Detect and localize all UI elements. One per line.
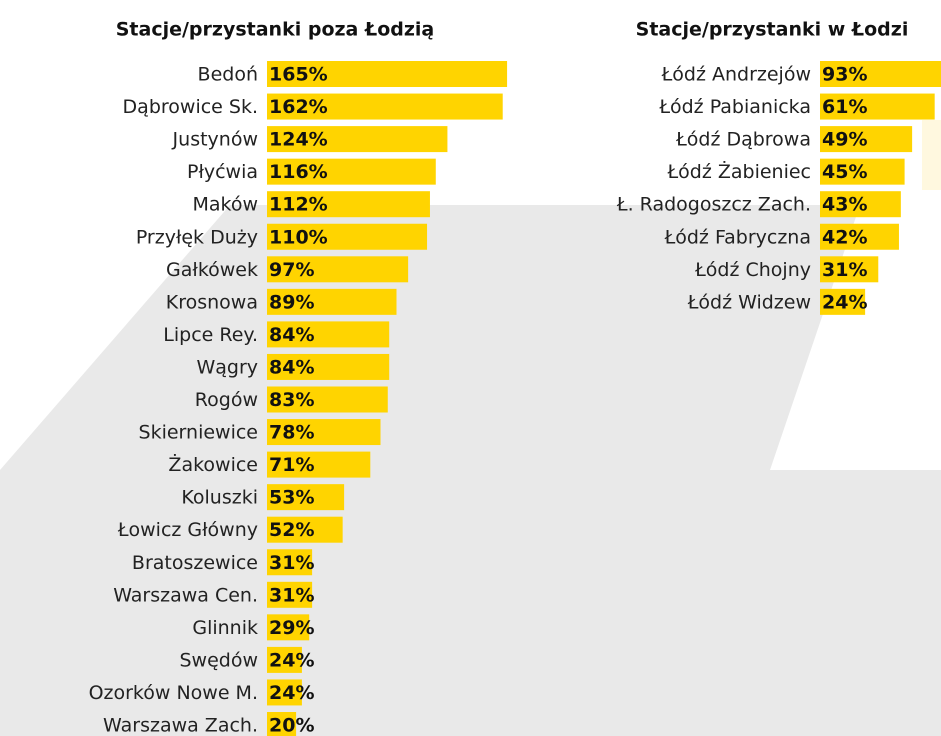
- value-label: 49%: [822, 129, 867, 151]
- value-label: 112%: [269, 194, 328, 216]
- value-label: 97%: [269, 259, 314, 281]
- value-label: 31%: [822, 259, 867, 281]
- value-label: 42%: [822, 226, 867, 248]
- bar: [267, 93, 503, 120]
- category-label: Dąbrowice Sk.: [123, 96, 258, 118]
- category-label: Łódź Chojny: [694, 259, 811, 281]
- value-label: 116%: [269, 161, 328, 183]
- value-label: 78%: [269, 422, 314, 444]
- category-label: Bratoszewice: [132, 552, 258, 574]
- bar: [267, 614, 310, 641]
- category-label: Lipce Rey.: [163, 324, 258, 346]
- bar: [820, 288, 866, 315]
- bar: [267, 126, 448, 153]
- bar: [820, 158, 905, 185]
- value-label: 52%: [269, 519, 314, 541]
- value-label: 162%: [269, 96, 328, 118]
- bar: [820, 256, 879, 283]
- value-label: 53%: [269, 487, 314, 509]
- bar: [267, 288, 397, 315]
- value-label: 89%: [269, 291, 314, 313]
- value-label: 43%: [822, 194, 867, 216]
- bar: [820, 93, 935, 120]
- bar: [820, 61, 941, 87]
- category-label: Łódź Żabieniec: [666, 160, 811, 183]
- chart-title: Stacje/przystanki w Łodzi: [636, 19, 909, 41]
- category-label: Łódź Pabianicka: [658, 96, 811, 118]
- bar: [267, 223, 428, 250]
- bar: [820, 223, 899, 250]
- category-label: Koluszki: [181, 487, 258, 509]
- value-label: 20%: [269, 715, 314, 736]
- background-stripe: [922, 120, 941, 190]
- chart-title: Stacje/przystanki poza Łodzią: [116, 19, 435, 41]
- category-label: Bedoń: [198, 64, 258, 86]
- value-label: 110%: [269, 226, 328, 248]
- value-label: 165%: [269, 64, 328, 86]
- category-label: Łowicz Główny: [117, 519, 258, 541]
- value-label: 71%: [269, 454, 314, 476]
- category-label: Przyłęk Duży: [136, 226, 258, 248]
- value-label: 124%: [269, 129, 328, 151]
- bar: [267, 386, 388, 413]
- bar: [267, 646, 302, 673]
- bar: [267, 679, 302, 706]
- category-label: Gałkówek: [166, 259, 258, 281]
- value-label: 31%: [269, 584, 314, 606]
- category-label: Wągry: [196, 356, 258, 378]
- background-shape: [0, 205, 941, 736]
- bar: [267, 712, 297, 736]
- value-label: 61%: [822, 96, 867, 118]
- category-label: Skierniewice: [139, 422, 258, 444]
- value-label: 24%: [269, 649, 314, 671]
- value-label: 84%: [269, 324, 314, 346]
- value-label: 93%: [822, 64, 867, 86]
- value-label: 29%: [269, 617, 314, 639]
- category-label: Swędów: [179, 649, 258, 671]
- bar: [267, 321, 390, 348]
- category-label: Łódź Dąbrowa: [675, 129, 811, 151]
- category-label: Łódź Fabryczna: [664, 226, 811, 248]
- bar: [820, 126, 913, 153]
- bar: [267, 353, 390, 380]
- value-label: 24%: [822, 291, 867, 313]
- category-label: Łódź Widzew: [687, 291, 811, 313]
- bar: [267, 581, 313, 608]
- value-label: 83%: [269, 389, 314, 411]
- bar: [267, 419, 381, 446]
- value-label: 84%: [269, 356, 314, 378]
- bar: [267, 549, 313, 576]
- category-label: Glinnik: [192, 617, 258, 639]
- bar: [267, 516, 343, 543]
- category-label: Ł. Radogoszcz Zach.: [616, 194, 811, 216]
- category-label: Ozorków Nowe M.: [89, 682, 258, 704]
- category-label: Maków: [192, 194, 258, 216]
- bar: [267, 191, 430, 218]
- category-label: Warszawa Zach.: [103, 715, 258, 736]
- bar: [267, 61, 508, 87]
- bar: [267, 484, 345, 511]
- bar: [820, 191, 901, 218]
- category-label: Rogów: [195, 389, 258, 411]
- category-label: Płyćwia: [187, 161, 258, 183]
- category-label: Żakowice: [168, 453, 258, 476]
- bar: [267, 256, 409, 283]
- value-label: 24%: [269, 682, 314, 704]
- value-label: 45%: [822, 161, 867, 183]
- category-label: Justynów: [172, 129, 258, 151]
- bar: [267, 451, 371, 478]
- bar: [267, 158, 436, 185]
- category-label: Krosnowa: [166, 291, 258, 313]
- category-label: Warszawa Cen.: [113, 584, 258, 606]
- value-label: 31%: [269, 552, 314, 574]
- category-label: Łódź Andrzejów: [661, 64, 811, 86]
